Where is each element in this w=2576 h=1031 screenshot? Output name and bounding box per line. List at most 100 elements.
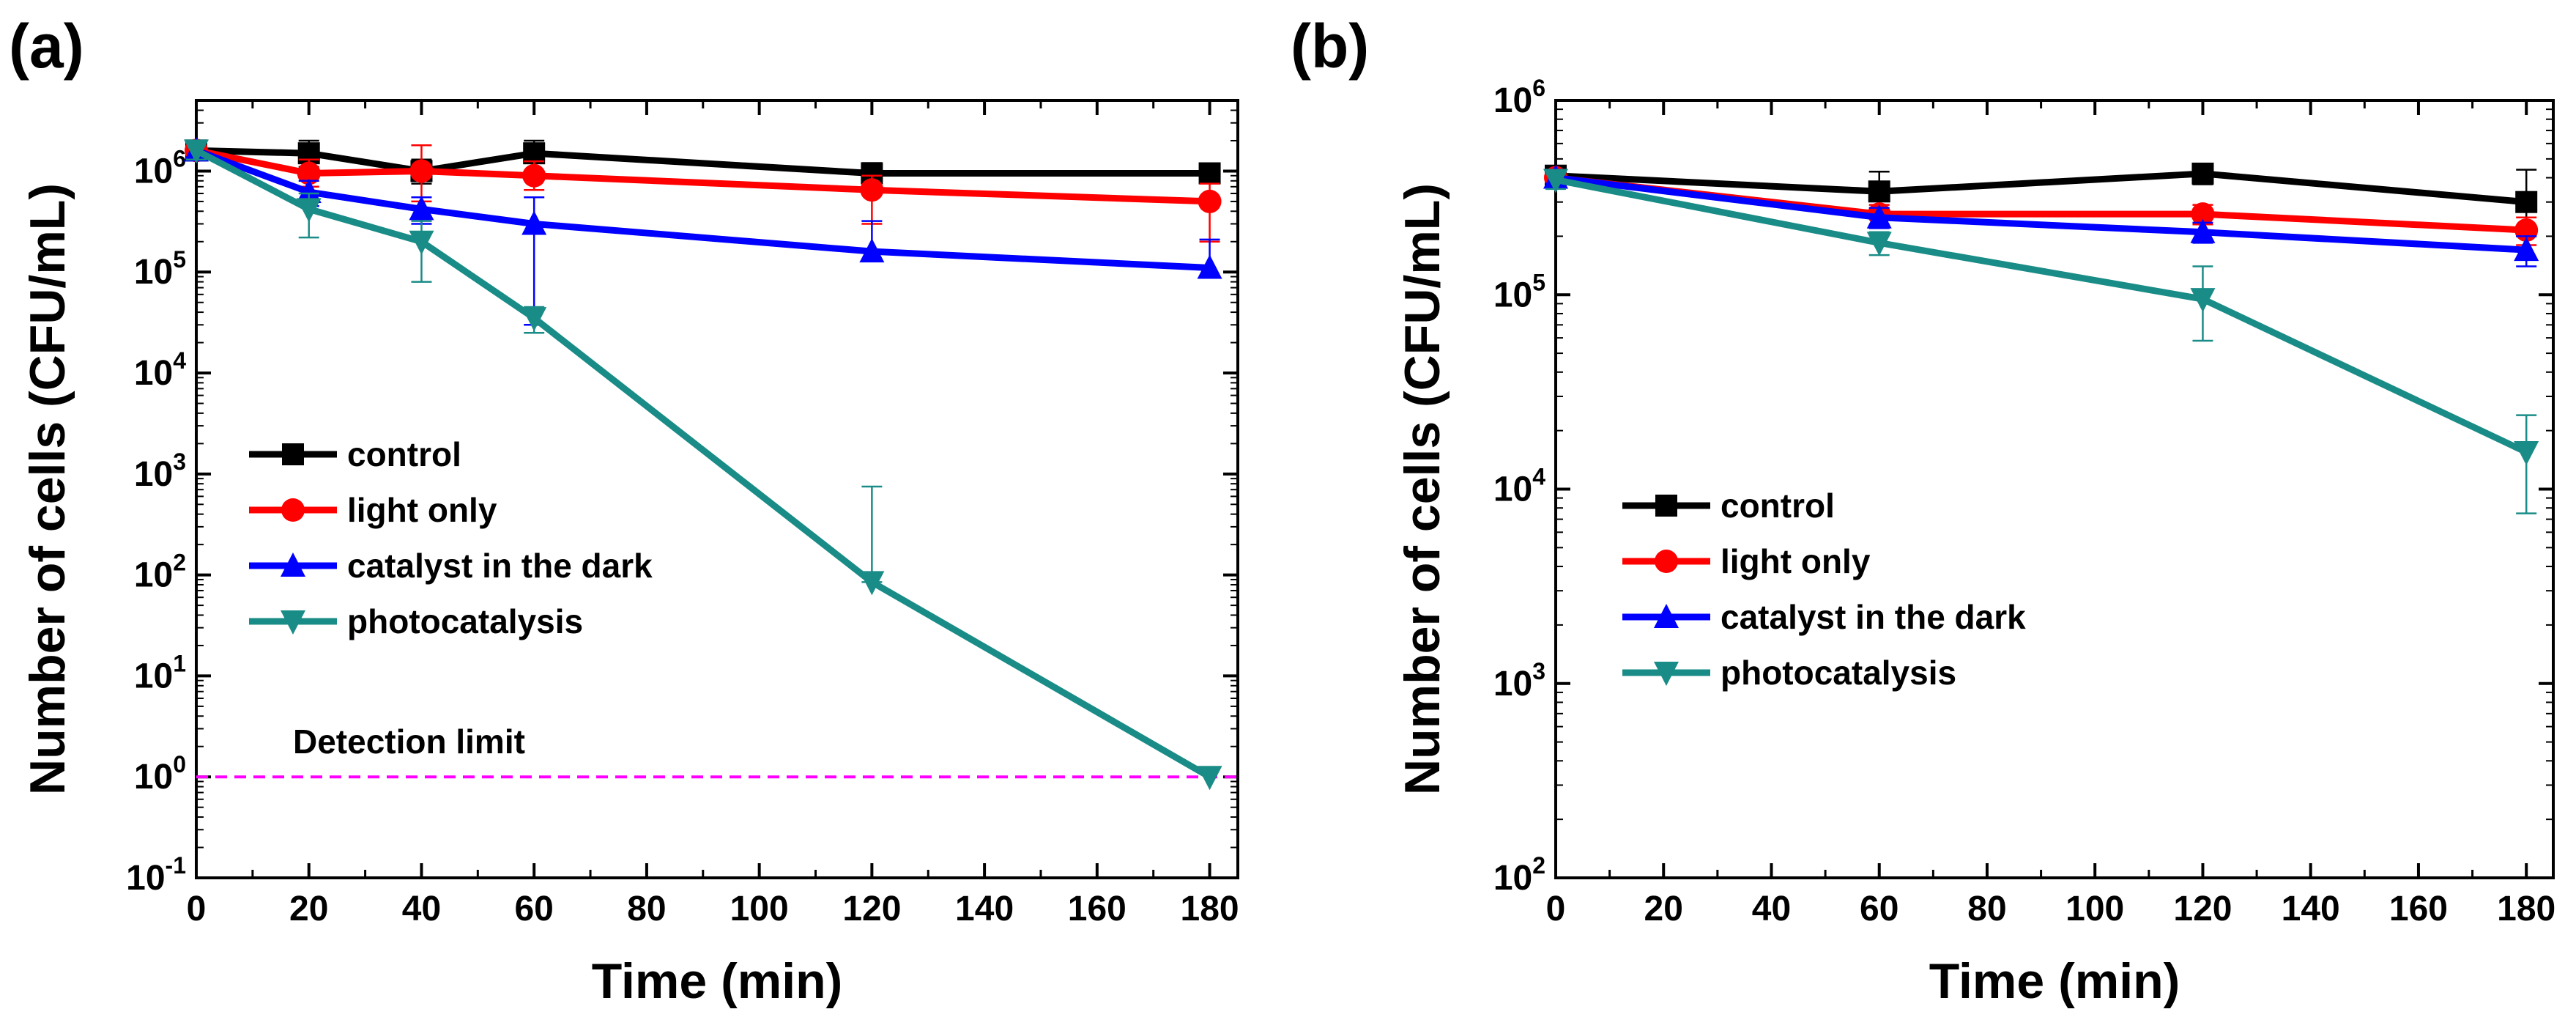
data-point <box>2514 441 2539 466</box>
y-axis-ticks: 10-1 100 101 102 103 104 105 106 <box>126 100 1238 898</box>
chart-panel-b: (b)0 20 40 60 80 100 120 140 160 1801021031041051… <box>1291 12 2555 1009</box>
x-tick-label: 120 <box>2173 890 2232 928</box>
series-line <box>195 147 1210 272</box>
x-tick-label: 100 <box>2065 890 2124 928</box>
legend-marker <box>281 498 305 522</box>
data-point <box>860 178 884 202</box>
x-tick-label: 180 <box>1181 890 1239 928</box>
x-axis-ticks: 0 20 40 60 80 100 120 140 160 180 <box>1546 100 2555 928</box>
data-point <box>521 210 547 235</box>
data-point <box>409 196 434 221</box>
y-tick-label: 105 <box>1493 269 1545 314</box>
legend-marker <box>1655 550 1678 573</box>
y-tick-label: 102 <box>134 550 186 595</box>
legend-marker <box>1655 495 1677 517</box>
x-tick-label: 0 <box>187 890 207 928</box>
series-light-only <box>185 138 1222 243</box>
data-point <box>2191 162 2214 185</box>
x-tick-label: 20 <box>1644 890 1683 928</box>
data-point <box>1866 204 1892 229</box>
series-photocatalysis <box>1543 169 2539 514</box>
legend-marker <box>1654 604 1679 628</box>
y-tick-label: 103 <box>134 448 186 494</box>
legend: control light only catalyst in the dark pho… <box>249 435 653 640</box>
data-point <box>1198 189 1222 213</box>
y-tick-label: 104 <box>134 347 186 393</box>
data-point <box>521 307 547 332</box>
data-point <box>409 230 434 255</box>
x-tick-label: 160 <box>1068 890 1126 928</box>
legend-marker <box>282 443 304 465</box>
y-tick-label: 100 <box>134 751 186 797</box>
legend-label: control <box>1721 487 1835 525</box>
legend-marker <box>281 610 305 635</box>
data-point <box>2514 237 2539 262</box>
x-axis-title: Time (min) <box>1929 953 2180 1009</box>
data-point <box>859 238 885 263</box>
x-tick-label: 80 <box>627 890 666 928</box>
data-point <box>296 179 322 204</box>
series-line <box>194 147 1211 780</box>
series-control <box>185 139 1221 185</box>
y-axis-ticks: 102 103 104 105 106 <box>1493 75 2553 898</box>
x-tick-label: 40 <box>402 890 441 928</box>
data-point <box>1543 169 1568 193</box>
data-point <box>1197 766 1222 791</box>
y-tick-label: 103 <box>1493 658 1545 703</box>
y-tick-label: 105 <box>134 246 186 292</box>
plot-frame <box>195 99 1239 879</box>
data-point <box>2191 202 2215 226</box>
data-point <box>2190 288 2216 313</box>
x-tick-label: 0 <box>1546 890 1566 928</box>
y-tick-label: 106 <box>134 145 186 191</box>
x-tick-label: 120 <box>842 890 901 928</box>
series-line <box>1555 170 2527 206</box>
data-point <box>409 159 434 183</box>
x-tick-label: 60 <box>1860 890 1898 928</box>
x-tick-label: 100 <box>730 890 789 928</box>
x-tick-label: 20 <box>289 890 328 928</box>
y-tick-label: 10-1 <box>126 852 186 898</box>
x-tick-label: 140 <box>955 890 1014 928</box>
data-point <box>296 198 322 223</box>
data-point <box>522 163 546 188</box>
series-catalyst-in-the-dark <box>1543 164 2539 267</box>
y-axis-title: Number of cells (CFU/mL) <box>1395 183 1450 795</box>
series-line <box>196 147 1210 205</box>
legend-label: catalyst in the dark <box>347 547 653 585</box>
panel-label: (a) <box>9 12 84 81</box>
legend-label: catalyst in the dark <box>1721 598 2026 636</box>
chart-panel-a: (a) 0 20 40 60 80 100 120 140 160 180 10-1 100 101 102… <box>9 12 1239 1009</box>
legend-label: control <box>347 435 461 473</box>
data-point <box>1197 254 1222 279</box>
data-point <box>859 571 885 596</box>
legend-label: light only <box>1721 542 1871 580</box>
series-photocatalysis <box>184 139 1222 791</box>
legend-label: photocatalysis <box>347 602 583 640</box>
x-tick-label: 60 <box>514 890 553 928</box>
detection-limit-label: Detection limit <box>293 723 525 761</box>
data-point <box>1866 232 1892 256</box>
y-tick-label: 104 <box>1493 464 1545 509</box>
x-tick-label: 160 <box>2389 890 2448 928</box>
data-point <box>2515 191 2538 213</box>
y-tick-label: 101 <box>134 650 186 695</box>
legend-marker <box>1654 662 1679 686</box>
x-tick-label: 140 <box>2282 890 2340 928</box>
x-tick-label: 40 <box>1752 890 1791 928</box>
legend-label: light only <box>347 491 497 529</box>
legend-label: photocatalysis <box>1721 654 1956 692</box>
legend-marker <box>281 553 305 577</box>
data-point <box>184 139 209 164</box>
legend: control light only catalyst in the dark pho… <box>1622 487 2026 692</box>
x-axis-title: Time (min) <box>592 953 843 1009</box>
data-point <box>2190 218 2216 243</box>
data-point <box>1868 180 1890 203</box>
panel-label: (b) <box>1291 12 1369 81</box>
series-line <box>196 147 1210 177</box>
x-tick-label: 180 <box>2497 890 2555 928</box>
x-axis-ticks: 0 20 40 60 80 100 120 140 160 180 <box>187 100 1239 928</box>
y-tick-label: 106 <box>1493 75 1545 120</box>
